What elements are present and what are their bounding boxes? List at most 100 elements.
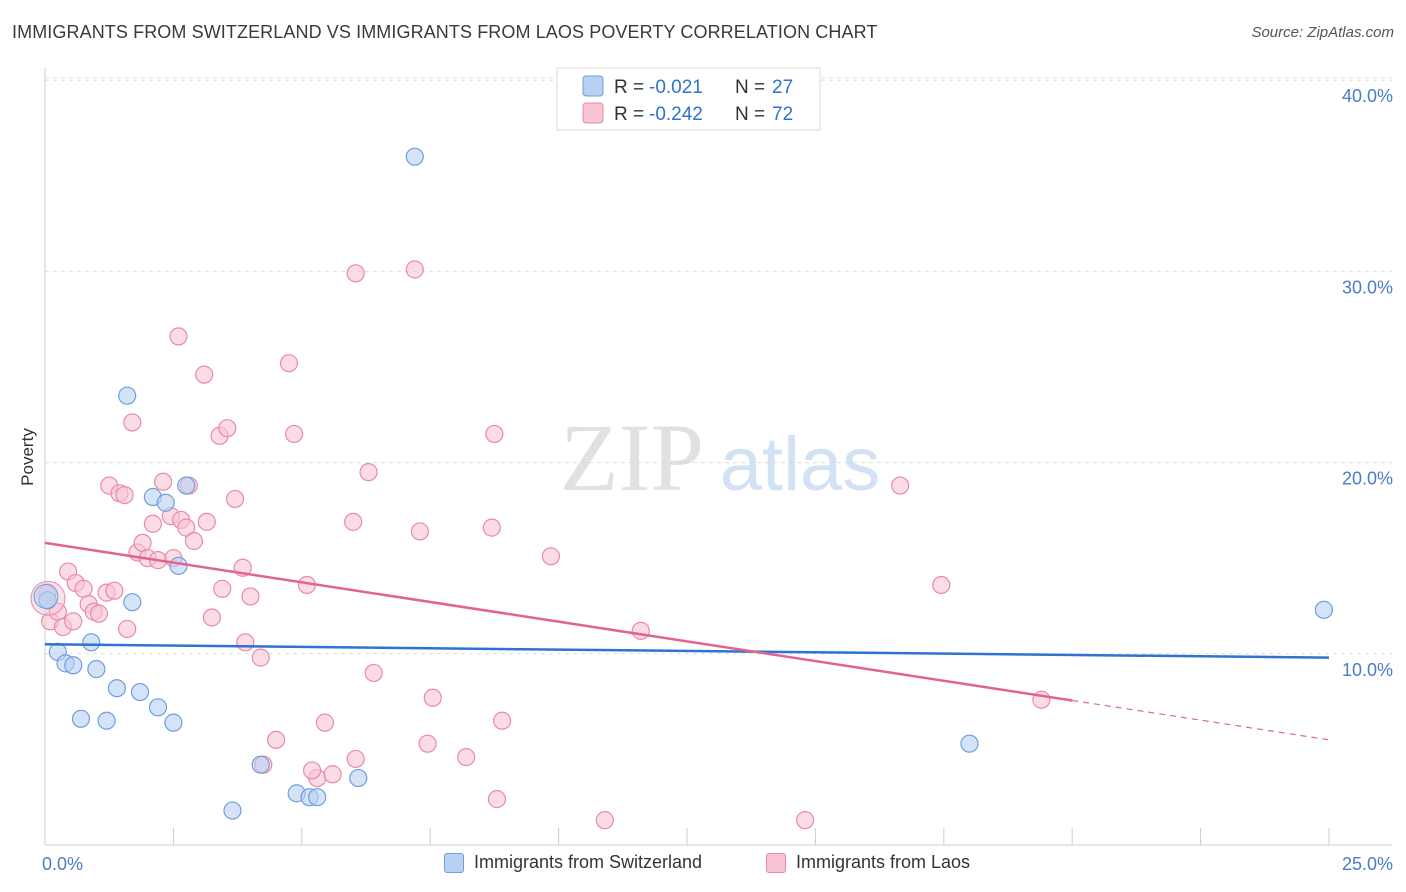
chart-title: IMMIGRANTS FROM SWITZERLAND VS IMMIGRANT… xyxy=(12,22,878,42)
laos-point xyxy=(796,811,815,830)
series-switzerland-points xyxy=(33,147,1333,820)
laos-point xyxy=(932,575,951,595)
legend-label-switzerland: Immigrants from Switzerland xyxy=(474,852,703,872)
laos-point xyxy=(346,749,365,769)
laos-point xyxy=(218,419,237,438)
stats-r-value: -0.021 xyxy=(649,77,703,98)
laos-trend-line xyxy=(44,541,1073,702)
axes xyxy=(44,68,1392,846)
laos-point xyxy=(891,476,910,495)
laos-point xyxy=(323,765,342,784)
laos-trend-line-extension xyxy=(1072,699,1330,741)
stats-r-label: R = xyxy=(614,77,644,98)
stats-r-label: R = xyxy=(614,104,644,125)
switzerland-point xyxy=(308,788,327,807)
laos-point xyxy=(418,734,437,753)
switzerland-trend-line xyxy=(44,642,1330,659)
switzerland-point xyxy=(960,734,979,753)
switzerland-point xyxy=(164,713,183,732)
stats-legend-swatch xyxy=(582,75,604,97)
laos-point xyxy=(236,633,255,652)
x-tick-label: 0.0% xyxy=(42,854,83,874)
legend-item-laos: Immigrants from Laos xyxy=(766,852,970,873)
switzerland-point xyxy=(169,556,188,575)
laos-point xyxy=(423,688,442,707)
laos-point xyxy=(251,648,270,667)
switzerland-point xyxy=(118,386,137,405)
y-tick-label: 10.0% xyxy=(1342,660,1393,680)
laos-point xyxy=(133,533,152,553)
switzerland-point xyxy=(123,593,142,612)
watermark-zip: ZIP xyxy=(560,404,704,511)
laos-point xyxy=(115,486,134,505)
laos-point xyxy=(457,747,476,767)
legend-label-laos: Immigrants from Laos xyxy=(796,852,971,872)
laos-point xyxy=(213,579,232,598)
laos-point xyxy=(143,514,162,533)
laos-point xyxy=(284,424,304,444)
legend-swatch-switzerland xyxy=(444,852,464,873)
laos-point xyxy=(123,413,142,432)
source-label: Source: ZipAtlas.com xyxy=(1251,24,1394,41)
x-tick-label: 25.0% xyxy=(1342,854,1393,874)
trend-lines xyxy=(44,541,1330,741)
legend-item-switzerland: Immigrants from Switzerland xyxy=(444,852,702,873)
stats-n-label: N = xyxy=(735,77,765,98)
switzerland-point xyxy=(82,633,101,652)
switzerland-point xyxy=(130,682,150,702)
switzerland-point xyxy=(97,711,116,730)
laos-point xyxy=(225,489,245,509)
switzerland-point xyxy=(156,493,175,512)
switzerland-point xyxy=(64,656,83,675)
laos-point xyxy=(595,811,614,830)
stats-n-value: 27 xyxy=(772,77,793,98)
switzerland-point xyxy=(349,768,368,788)
stats-r-value: -0.242 xyxy=(649,104,703,125)
switzerland-point xyxy=(87,659,106,679)
watermark: ZIP atlas xyxy=(560,404,880,511)
stats-legend: R = -0.021 N = 27 R = -0.242 N = 72 xyxy=(556,67,821,131)
laos-point xyxy=(315,713,335,732)
switzerland-point xyxy=(405,147,424,166)
laos-point xyxy=(487,790,507,809)
laos-point xyxy=(202,608,222,627)
switzerland-point xyxy=(177,476,196,495)
switzerland-point xyxy=(1314,600,1333,619)
laos-point xyxy=(89,604,109,623)
laos-point xyxy=(177,518,196,537)
laos-point xyxy=(118,619,137,639)
y-tick-label: 30.0% xyxy=(1342,277,1393,297)
laos-point xyxy=(267,730,286,749)
switzerland-point xyxy=(251,755,270,774)
switzerland-point xyxy=(107,679,127,698)
switzerland-point xyxy=(33,583,59,609)
laos-point xyxy=(405,260,424,279)
watermark-atlas: atlas xyxy=(720,422,881,507)
laos-point xyxy=(169,327,188,346)
laos-point xyxy=(154,472,173,491)
laos-point xyxy=(302,761,322,780)
laos-point xyxy=(410,522,430,541)
laos-point xyxy=(344,512,363,531)
laos-point xyxy=(346,264,365,283)
bottom-legend: Immigrants from Switzerland Immigrants f… xyxy=(0,852,1406,878)
y-tick-label: 20.0% xyxy=(1342,469,1393,489)
switzerland-point xyxy=(223,801,242,820)
laos-point xyxy=(482,518,501,537)
legend-swatch-laos xyxy=(766,852,786,873)
laos-point xyxy=(541,547,560,566)
switzerland-point xyxy=(71,709,91,728)
laos-point xyxy=(631,621,650,640)
y-axis-label: Poverty xyxy=(18,428,37,486)
laos-point xyxy=(493,711,512,730)
laos-point xyxy=(195,365,214,384)
laos-point xyxy=(241,587,260,606)
laos-point xyxy=(197,512,216,531)
stats-n-value: 72 xyxy=(772,104,793,125)
laos-point xyxy=(279,354,299,373)
y-tick-label: 40.0% xyxy=(1342,86,1393,106)
tick-labels: 10.0% 20.0% 30.0% 40.0% 0.0% 25.0% xyxy=(42,86,1393,874)
laos-point xyxy=(105,581,124,600)
laos-point xyxy=(184,531,204,551)
